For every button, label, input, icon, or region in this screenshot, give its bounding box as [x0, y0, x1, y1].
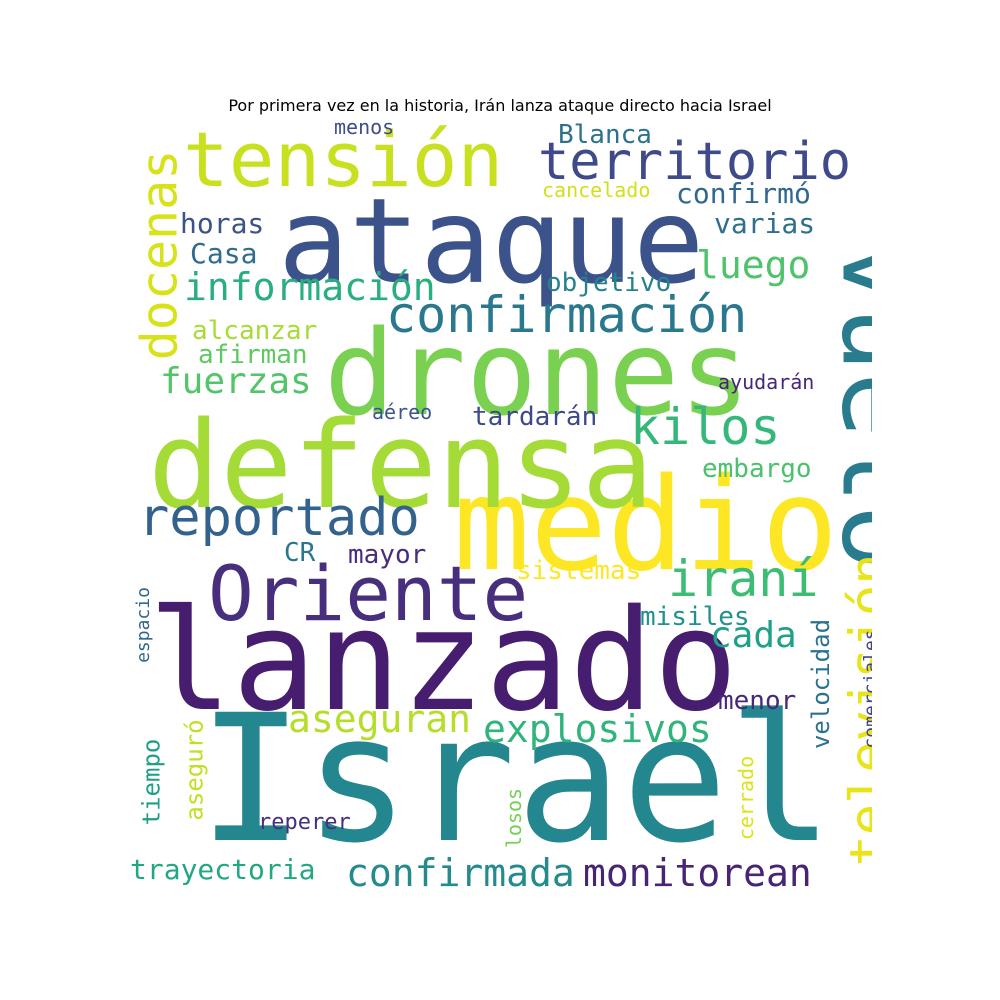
chart-title: Por primera vez en la historia, Irán lan…: [228, 96, 772, 115]
word-cada: cada: [710, 615, 797, 656]
word-tiempo: tiempo: [137, 738, 166, 826]
word-cancelado: cancelado: [542, 178, 651, 202]
word-drones: drones: [324, 304, 751, 442]
word-irani: iraní: [668, 550, 819, 608]
word-kilos: kilos: [630, 398, 781, 456]
word-comerciales: comerciales: [860, 629, 872, 749]
word-cr: CR: [284, 538, 316, 568]
word-territorio: territorio: [538, 132, 852, 192]
word-casa: Casa: [190, 237, 258, 270]
word-ataque: ataque: [278, 172, 705, 310]
word-menos: menos: [334, 122, 395, 139]
word-espacio: espacio: [132, 587, 154, 663]
word-tension: tensión: [183, 122, 504, 204]
word-israel: Israel: [198, 677, 834, 882]
word-ayudaran: ayudarán: [718, 370, 815, 394]
word-aseguro: asegurό: [180, 719, 209, 821]
word-horas: horas: [180, 207, 265, 240]
word-blanca: Blanca: [558, 122, 652, 150]
word-alcanzar: alcanzar: [192, 316, 318, 346]
word-cloud: Israel lanzado medio defensa drones ataq…: [128, 122, 872, 890]
word-confirmada: confirmada: [346, 851, 575, 890]
word-velocidad: velocidad: [807, 618, 836, 750]
word-reperer: reperer: [258, 810, 351, 835]
word-confirmo: confirmó: [676, 177, 811, 210]
word-losos: losos: [502, 787, 527, 849]
word-fuerzas: fuerzas: [160, 361, 312, 402]
word-varias: varias: [714, 207, 816, 240]
word-aseguran: aseguran: [288, 697, 472, 741]
word-sistemas: sistemas: [516, 556, 642, 586]
word-mayor: mayor: [348, 540, 427, 570]
word-medio: medio: [453, 451, 839, 600]
word-oriente: Oriente: [208, 549, 529, 638]
word-embargo: embargo: [702, 454, 812, 484]
word-defensa: defensa: [148, 397, 654, 536]
word-confirmacion: confirmación: [386, 286, 748, 344]
word-afirman: afirman: [198, 340, 308, 370]
word-tardaran: tardarán: [472, 402, 598, 432]
word-docenas: docenas: [130, 149, 189, 361]
word-explosivos: explosivos: [483, 707, 712, 751]
word-cerrado: cerrado: [734, 755, 759, 841]
word-trayectoria: trayectoria: [130, 853, 316, 886]
word-misiles: misiles: [640, 602, 750, 632]
word-monitorean: monitorean: [583, 851, 812, 890]
word-vuelo: vuelo: [817, 239, 872, 571]
word-objetivo: objetivo: [546, 268, 672, 298]
word-lanzado: lanzado: [148, 580, 739, 743]
word-menor: menor: [718, 686, 797, 716]
word-informacion: información: [184, 265, 436, 309]
word-reportado: reportado: [138, 488, 420, 548]
word-luego: luego: [696, 243, 811, 287]
word-aereo: aéreo: [372, 400, 433, 424]
